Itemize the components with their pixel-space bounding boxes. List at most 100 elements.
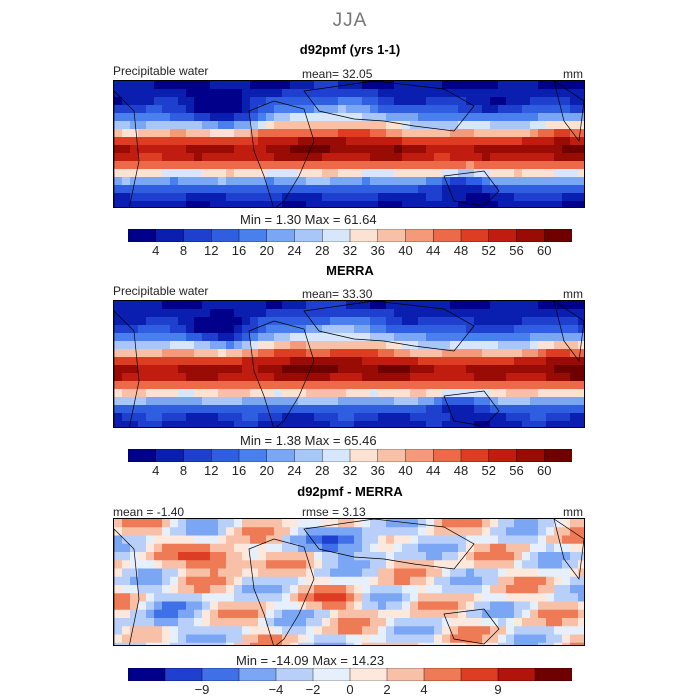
field-cell xyxy=(194,535,203,545)
field-cell xyxy=(498,137,507,146)
field-cell xyxy=(218,405,227,414)
field-cell xyxy=(218,421,227,427)
field-cell xyxy=(138,365,147,374)
field-cell xyxy=(170,527,179,537)
field-cell xyxy=(154,129,163,138)
field-cell xyxy=(522,153,531,162)
field-cell xyxy=(130,626,139,636)
field-cell xyxy=(242,121,251,130)
field-cell xyxy=(346,121,355,130)
field-cell xyxy=(282,349,291,358)
field-cell xyxy=(578,593,584,603)
field-cell xyxy=(114,357,123,366)
field-cell xyxy=(402,373,411,382)
field-cell xyxy=(274,527,283,537)
colorbar-tick-label: 40 xyxy=(398,243,413,258)
field-cell xyxy=(370,593,379,603)
field-cell xyxy=(322,585,331,594)
field-cell xyxy=(466,349,475,358)
field-cell xyxy=(474,365,483,374)
field-cell xyxy=(338,365,347,374)
field-cell xyxy=(530,421,539,427)
field-cell xyxy=(282,301,291,310)
field-cell xyxy=(514,593,523,603)
field-cell xyxy=(202,113,211,122)
field-cell xyxy=(162,381,171,390)
field-cell xyxy=(194,105,203,114)
field-cell xyxy=(226,137,235,146)
field-cell xyxy=(498,568,507,578)
colorbar-swatch xyxy=(128,449,157,462)
field-cell xyxy=(346,333,355,342)
field-cell xyxy=(122,535,131,545)
field-cell xyxy=(290,365,299,374)
field-cell xyxy=(370,357,379,366)
field-cell xyxy=(562,201,571,207)
field-cell xyxy=(226,129,235,138)
field-cell xyxy=(250,389,259,398)
field-cell xyxy=(538,325,547,334)
field-cell xyxy=(170,535,179,545)
field-cell xyxy=(482,113,491,122)
field-cell xyxy=(234,169,243,178)
field-cell xyxy=(202,576,211,586)
field-cell xyxy=(298,301,307,310)
field-cell xyxy=(418,381,427,390)
field-cell xyxy=(314,161,323,170)
field-cell xyxy=(226,357,235,366)
field-cell xyxy=(442,97,451,106)
field-cell xyxy=(450,413,459,422)
field-cell xyxy=(210,105,219,114)
field-cell xyxy=(274,325,283,334)
colorbar-swatch xyxy=(488,229,518,242)
field-cell xyxy=(378,560,387,570)
field-cell xyxy=(138,121,147,130)
field-cell xyxy=(194,560,203,570)
field-cell xyxy=(354,576,363,586)
field-cell xyxy=(298,341,307,350)
field-cell xyxy=(402,381,411,390)
field-cell xyxy=(114,634,123,644)
field-cell xyxy=(458,626,467,636)
field-cell xyxy=(378,161,387,170)
field-cell xyxy=(130,161,139,170)
field-cell xyxy=(154,113,163,122)
field-cell xyxy=(330,193,339,202)
field-cell xyxy=(442,201,451,207)
field-cell xyxy=(202,535,211,545)
field-cell xyxy=(154,121,163,130)
field-cell xyxy=(546,527,555,537)
field-cell xyxy=(218,373,227,382)
field-cell xyxy=(410,421,419,427)
field-cell xyxy=(250,333,259,342)
field-cell xyxy=(538,618,547,627)
field-cell xyxy=(202,373,211,382)
field-cell xyxy=(554,153,563,162)
field-cell xyxy=(226,381,235,390)
field-cell xyxy=(226,89,235,98)
field-cell xyxy=(218,185,227,194)
field-cell xyxy=(386,301,395,310)
field-cell xyxy=(498,129,507,138)
field-cell xyxy=(194,357,203,366)
field-cell xyxy=(538,185,547,194)
field-cell xyxy=(402,113,411,122)
field-cell xyxy=(386,201,395,207)
field-cell xyxy=(562,626,571,636)
field-cell xyxy=(578,543,584,553)
field-cell xyxy=(314,309,323,318)
field-cell xyxy=(154,105,163,114)
field-cell xyxy=(530,560,539,570)
field-cell xyxy=(322,113,331,122)
field-cell xyxy=(346,585,355,594)
field-cell xyxy=(362,552,371,561)
field-cell xyxy=(370,333,379,342)
field-cell xyxy=(314,201,323,207)
field-cell xyxy=(530,626,539,636)
field-cell xyxy=(418,543,427,553)
field-cell xyxy=(506,113,515,122)
field-cell xyxy=(354,121,363,130)
field-cell xyxy=(370,145,379,154)
field-cell xyxy=(226,397,235,406)
field-cell xyxy=(122,618,131,627)
